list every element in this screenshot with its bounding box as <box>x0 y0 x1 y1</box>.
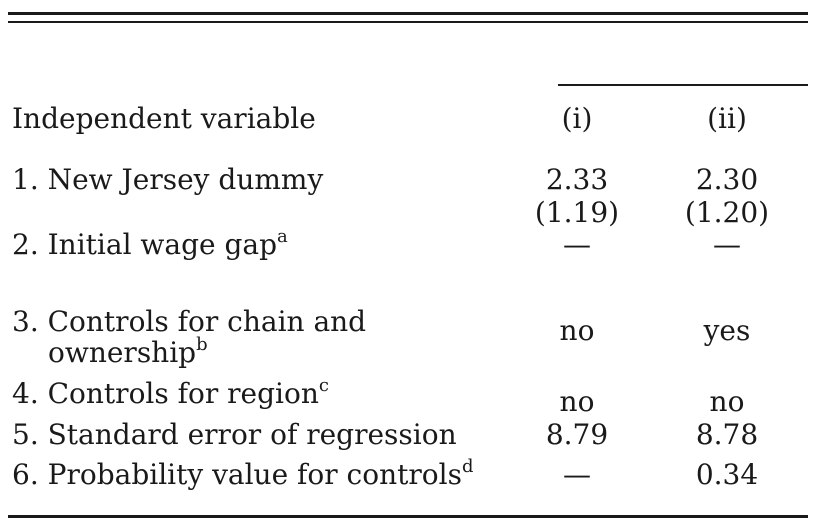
row-3-footnote: b <box>196 333 208 355</box>
row-3-label-continued: ownershipb <box>48 333 208 369</box>
row-3-label: 3. Controls for chain and <box>12 305 367 338</box>
row-4-col-i: no <box>559 385 595 418</box>
row-1-col-ii: 2.30 <box>695 163 759 196</box>
row-2-col-i: — <box>563 228 591 261</box>
row-3-col-ii: yes <box>703 314 751 347</box>
header-col-i: (i) <box>561 102 593 135</box>
row-6-col-i: — <box>563 458 591 491</box>
row-5-label: 5. Standard error of regression <box>12 418 457 451</box>
top-rule-second <box>8 21 808 23</box>
bottom-rule <box>8 515 808 518</box>
row-4-col-ii: no <box>709 385 745 418</box>
row-5-col-i: 8.79 <box>545 418 609 451</box>
row-5-col-ii: 8.78 <box>695 418 759 451</box>
row-6-label: 6. Probability value for controlsd <box>12 455 474 491</box>
header-independent-variable: Independent variable <box>12 102 316 135</box>
row-4-label: 4. Controls for regionc <box>12 374 329 410</box>
row-3-col-i: no <box>559 314 595 347</box>
row-1-col-ii-se: (1.20) <box>684 196 770 229</box>
row-2-footnote: a <box>277 225 288 247</box>
row-1-label: 1. New Jersey dummy <box>12 163 324 196</box>
header-col-ii: (ii) <box>707 102 747 135</box>
row-6-col-ii: 0.34 <box>695 458 759 491</box>
top-rule <box>8 12 808 15</box>
row-1-col-i: 2.33 <box>545 163 609 196</box>
column-header-rule <box>558 84 808 86</box>
row-4-footnote: c <box>318 374 329 396</box>
row-6-footnote: d <box>461 455 474 477</box>
row-2-label: 2. Initial wage gapa <box>12 225 288 261</box>
row-1-col-i-se: (1.19) <box>534 196 620 229</box>
row-2-col-ii: — <box>713 228 741 261</box>
